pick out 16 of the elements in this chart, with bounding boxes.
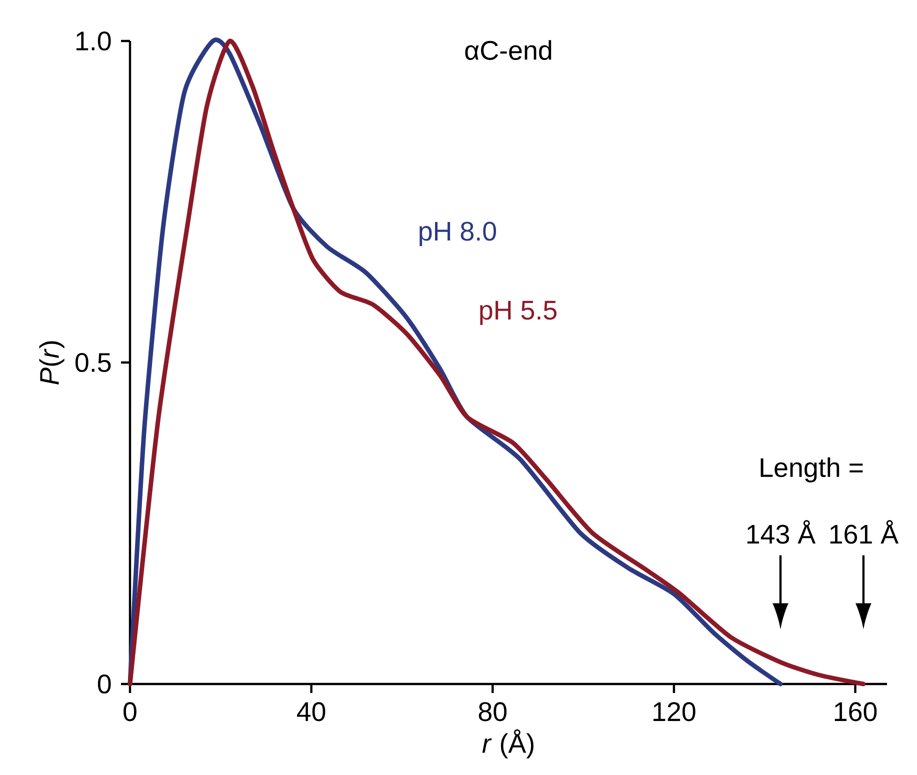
chart-title: αC-end (465, 40, 552, 60)
x-axis-title: r (Å) (482, 729, 534, 758)
y-tick-label: 0 (98, 674, 111, 694)
x-tick-label: 40 (296, 702, 326, 722)
y-tick-label: 1.0 (76, 31, 111, 51)
x-tick-label: 160 (834, 702, 877, 722)
y-axis-title: P(r) (39, 341, 64, 385)
annotation: 143 Å (747, 520, 816, 544)
text: pH 8.0 (420, 222, 496, 246)
x-tick-label: 0 (124, 702, 136, 722)
y-tick-label: 0.5 (75, 352, 111, 372)
x-tick-label: 120 (654, 702, 696, 722)
text: pH 5.5 (480, 300, 557, 326)
x-tick-label: 80 (478, 702, 507, 722)
annotation: Length = (760, 457, 863, 482)
annotation: 161 Å (830, 520, 898, 544)
